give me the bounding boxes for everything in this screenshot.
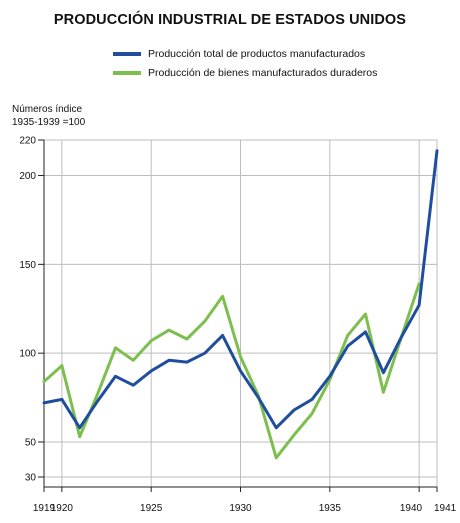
chart-title: PRODUCCIÓN INDUSTRIAL DE ESTADOS UNIDOS (53, 12, 407, 28)
tick-label-y-100: 100 (19, 349, 36, 360)
y-axis-label-line-2: 1935-1939 =100 (12, 117, 86, 128)
series-line-total (42, 149, 439, 430)
tick-label-y-50: 50 (25, 438, 37, 449)
tick-label-x-1940: 1940 (400, 503, 423, 514)
tick-label-x-1930: 1930 (229, 503, 252, 514)
legend-swatch-durable (113, 70, 141, 75)
legend-label-durable: Producción de bienes manufacturados dura… (148, 66, 378, 79)
tick-label-x-1935: 1935 (319, 503, 342, 514)
legend-entry-total: Producción total de productos manufactur… (113, 44, 377, 63)
tick-label-x-1920: 1920 (51, 503, 74, 514)
tick-label-y-200: 200 (19, 171, 36, 182)
tick-label-y-150: 150 (19, 260, 36, 271)
legend-swatch-total (113, 51, 141, 56)
y-axis-label-line-1: Números índice (12, 104, 83, 115)
legend-entry-durable: Producción de bienes manufacturados dura… (113, 63, 377, 82)
series-line-durable (42, 282, 421, 460)
tick-label-x-1925: 1925 (140, 503, 163, 514)
legend-label-total: Producción total de productos manufactur… (148, 47, 366, 60)
tick-label-x-1919: 1919 (33, 503, 56, 514)
tick-label-x-1941: 1941 (434, 503, 457, 514)
tick-label-y-30: 30 (25, 473, 37, 484)
y-axis-label: Números índice 1935-1939 =100 (12, 103, 85, 129)
tick-label-y-220: 220 (19, 136, 36, 147)
legend: Producción total de productos manufactur… (113, 44, 377, 82)
